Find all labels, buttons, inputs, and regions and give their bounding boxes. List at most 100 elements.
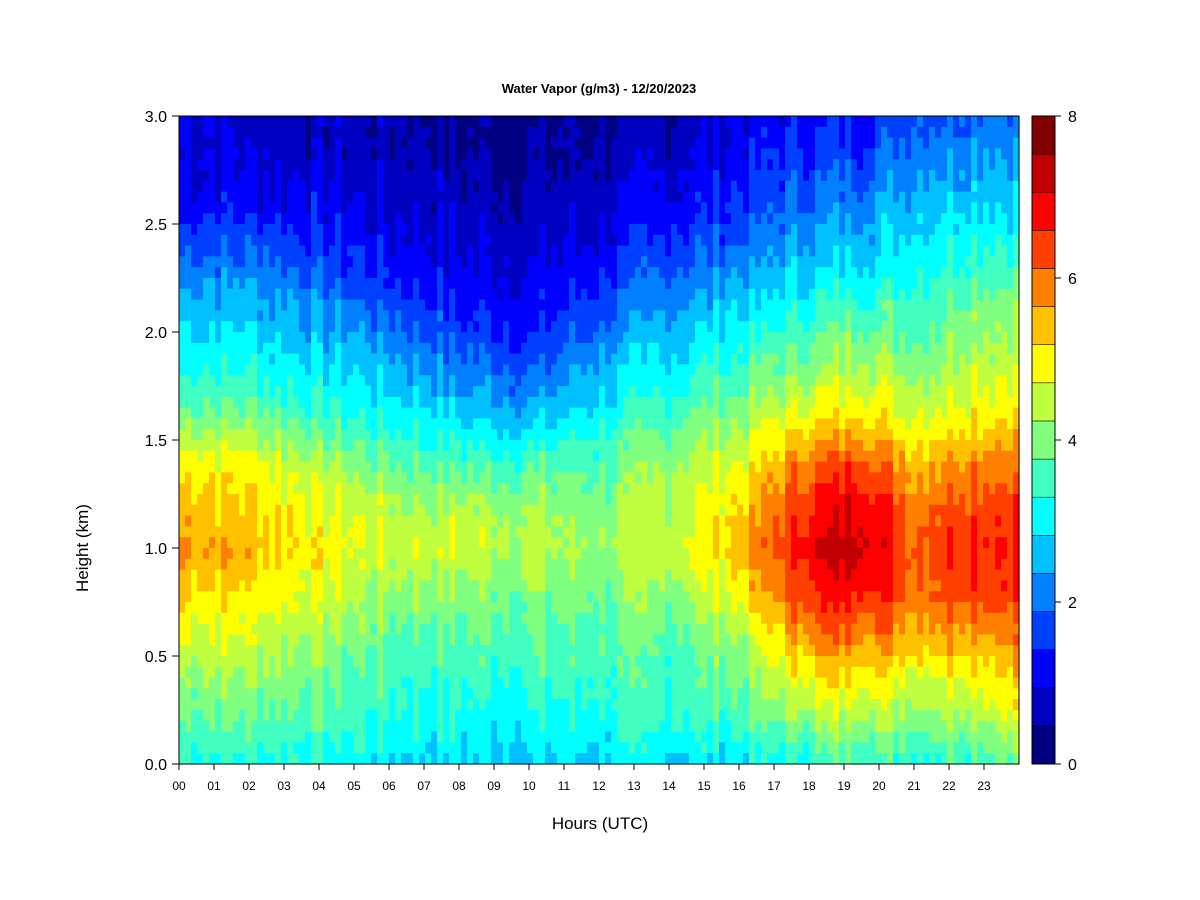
- heatmap-cell: [839, 159, 846, 171]
- heatmap-cell: [551, 450, 558, 463]
- heatmap-cell: [635, 116, 642, 128]
- heatmap-cell: [845, 321, 852, 333]
- heatmap-cell: [347, 202, 354, 214]
- heatmap-cell: [983, 375, 990, 387]
- heatmap-cell: [419, 213, 426, 225]
- heatmap-cell: [959, 364, 966, 376]
- heatmap-cell: [395, 321, 402, 333]
- heatmap-cell: [965, 126, 972, 139]
- heatmap-cell: [329, 494, 336, 506]
- heatmap-cell: [323, 116, 330, 128]
- heatmap-cell: [1007, 234, 1014, 247]
- heatmap-cell: [437, 170, 444, 182]
- heatmap-cell: [503, 494, 510, 506]
- heatmap-cell: [305, 332, 312, 344]
- heatmap-cell: [443, 245, 450, 257]
- heatmap-cell: [815, 170, 822, 182]
- heatmap-cell: [197, 494, 204, 506]
- heatmap-cell: [581, 310, 588, 322]
- heatmap-cell: [857, 386, 864, 398]
- heatmap-cell: [653, 407, 660, 419]
- heatmap-cell: [875, 483, 882, 495]
- heatmap-cell: [215, 353, 222, 365]
- heatmap-cell: [677, 224, 684, 236]
- heatmap-cell: [725, 375, 732, 387]
- heatmap-cell: [257, 342, 264, 355]
- heatmap-cell: [839, 418, 846, 430]
- heatmap-cell: [407, 396, 414, 409]
- heatmap-cell: [341, 364, 348, 376]
- heatmap-cell: [653, 375, 660, 387]
- heatmap-cell: [503, 321, 510, 333]
- heatmap-cell: [395, 418, 402, 430]
- heatmap-cell: [401, 267, 408, 279]
- heatmap-cell: [437, 353, 444, 365]
- heatmap-cell: [407, 483, 414, 495]
- heatmap-cell: [707, 202, 714, 214]
- heatmap-cell: [347, 429, 354, 441]
- heatmap-cell: [599, 472, 606, 484]
- heatmap-cell: [371, 440, 378, 452]
- heatmap-cell: [737, 332, 744, 344]
- heatmap-cell: [311, 288, 318, 301]
- heatmap-cell: [239, 450, 246, 463]
- heatmap-cell: [353, 461, 360, 473]
- heatmap-cell: [677, 450, 684, 463]
- heatmap-cell: [449, 148, 456, 160]
- heatmap-cell: [197, 234, 204, 247]
- heatmap-cell: [437, 126, 444, 139]
- heatmap-cell: [737, 450, 744, 463]
- heatmap-cell: [791, 396, 798, 409]
- heatmap-cell: [557, 278, 564, 290]
- heatmap-cell: [347, 332, 354, 344]
- heatmap-cell: [521, 224, 528, 236]
- heatmap-cell: [887, 353, 894, 365]
- heatmap-cell: [257, 137, 264, 149]
- heatmap-cell: [569, 386, 576, 398]
- heatmap-cell: [377, 148, 384, 160]
- heatmap-cell: [563, 137, 570, 149]
- heatmap-cell: [407, 137, 414, 149]
- heatmap-cell: [263, 213, 270, 225]
- heatmap-cell: [353, 332, 360, 344]
- heatmap-cell: [977, 137, 984, 149]
- heatmap-cell: [569, 310, 576, 322]
- heatmap-cell: [851, 278, 858, 290]
- heatmap-cell: [503, 224, 510, 236]
- heatmap-cell: [473, 288, 480, 301]
- heatmap-cell: [599, 278, 606, 290]
- heatmap-cell: [725, 386, 732, 398]
- heatmap-cell: [395, 342, 402, 355]
- heatmap-cell: [377, 191, 384, 203]
- heatmap-cell: [473, 137, 480, 149]
- heatmap-cell: [557, 170, 564, 182]
- heatmap-cell: [197, 191, 204, 203]
- heatmap-cell: [575, 267, 582, 279]
- heatmap-cell: [179, 332, 186, 344]
- heatmap-cell: [341, 278, 348, 290]
- heatmap-cell: [215, 440, 222, 452]
- heatmap-cell: [335, 116, 342, 128]
- heatmap-cell: [335, 137, 342, 149]
- heatmap-cell: [623, 126, 630, 139]
- heatmap-cell: [719, 375, 726, 387]
- heatmap-cell: [419, 375, 426, 387]
- heatmap-cell: [959, 288, 966, 301]
- heatmap-cell: [425, 234, 432, 247]
- heatmap-cell: [647, 159, 654, 171]
- heatmap-cell: [545, 450, 552, 463]
- heatmap-cell: [269, 213, 276, 225]
- heatmap-cell: [671, 299, 678, 311]
- heatmap-cell: [719, 429, 726, 441]
- heatmap-cell: [185, 213, 192, 225]
- heatmap-cell: [899, 191, 906, 203]
- heatmap-cell: [371, 483, 378, 495]
- heatmap-cell: [647, 342, 654, 355]
- heatmap-cell: [257, 440, 264, 452]
- heatmap-cell: [803, 299, 810, 311]
- heatmap-cell: [947, 483, 954, 495]
- heatmap-cell: [221, 342, 228, 355]
- heatmap-cell: [281, 180, 288, 193]
- heatmap-cell: [899, 278, 906, 290]
- heatmap-cell: [353, 310, 360, 322]
